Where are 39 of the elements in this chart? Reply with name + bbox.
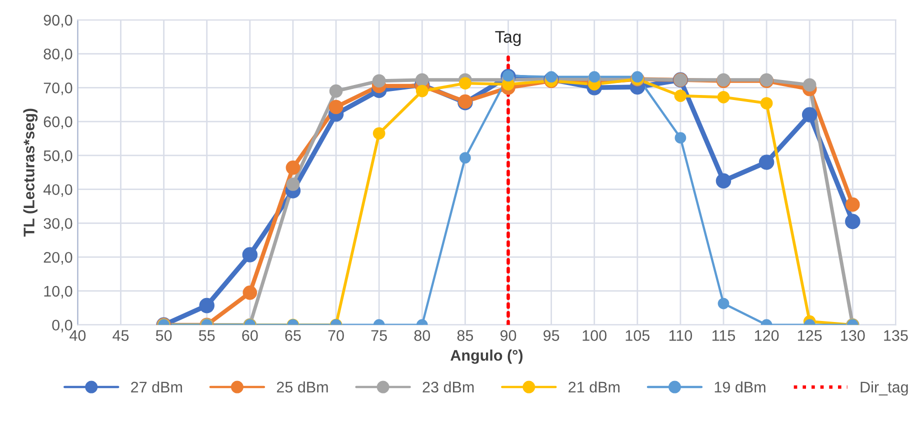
legend-label: 27 dBm [131,381,182,393]
x-tick-label: 130 [841,330,865,341]
y-tick-label: 40,0 [43,184,72,197]
y-tick-label: 90,0 [44,14,72,28]
legend-label: 23 dBm [422,381,474,393]
x-tick-label: 75 [371,330,387,341]
x-tick-label: 135 [884,330,908,341]
x-axis-title: Angulo (°) [450,350,523,364]
x-tick-label: 85 [457,330,474,341]
x-tick-label: 125 [798,330,822,341]
y-axis-title: TL (Lecturas*seg) [23,108,38,237]
y-tick-label: 50,0 [44,150,72,163]
y-tick-label: 80,0 [44,48,72,62]
legend-label: 25 dBm [276,381,328,393]
y-tick-label: 60,0 [44,116,72,130]
x-tick-label: 95 [544,330,560,341]
legend-label: Dir_tag [860,381,908,396]
y-tick-label: 0,0 [52,320,72,332]
x-tick-label: 60 [242,330,258,341]
x-tick-label: 40 [70,330,86,341]
legend-label: 21 dBm [568,381,620,393]
x-tick-label: 55 [198,330,215,341]
x-tick-label: 50 [156,330,172,341]
x-tick-label: 45 [112,330,129,341]
x-tick-label: 105 [626,330,650,341]
x-tick-label: 90 [500,330,516,341]
x-tick-label: 80 [414,330,430,341]
legend-label: 19 dBm [714,381,766,393]
y-tick-label: 10,0 [44,286,72,298]
x-tick-label: 70 [328,330,344,341]
x-tick-label: 110 [669,330,692,341]
x-tick-label: 115 [712,330,736,341]
y-tick-label: 30,0 [44,218,72,231]
annotation: Tag [495,31,521,46]
y-tick-label: 20,0 [44,252,72,265]
x-tick-label: 120 [754,330,779,341]
x-tick-label: 100 [582,330,606,341]
y-tick-label: 70,0 [44,82,72,96]
x-tick-label: 65 [285,330,301,341]
